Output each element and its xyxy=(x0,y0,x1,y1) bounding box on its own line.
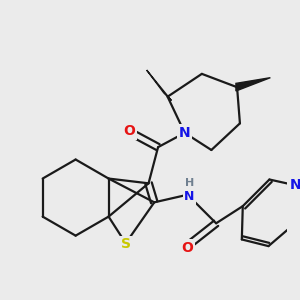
Text: N: N xyxy=(289,178,300,192)
Text: S: S xyxy=(121,237,131,251)
Text: O: O xyxy=(182,241,194,255)
Text: N: N xyxy=(184,190,195,203)
Text: O: O xyxy=(124,124,136,138)
Text: H: H xyxy=(185,178,194,188)
Polygon shape xyxy=(236,78,270,91)
Polygon shape xyxy=(147,70,171,100)
Text: N: N xyxy=(179,126,190,140)
